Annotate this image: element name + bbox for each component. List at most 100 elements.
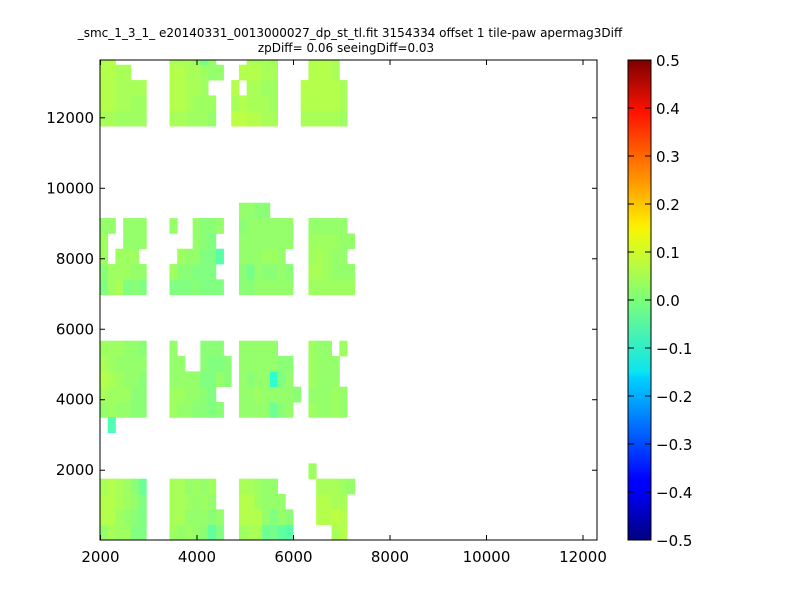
colorbar-tick-label: 0.2 (656, 196, 680, 214)
heatmap-cell (107, 402, 116, 418)
heatmap-cell (107, 340, 116, 357)
x-axis: 2000 4000 6000 8000 10000 12000 (81, 60, 607, 566)
heatmap-cell (192, 218, 201, 234)
heatmap-cell (246, 233, 255, 250)
heatmap-cell (254, 264, 263, 280)
heatmap-cell (215, 279, 224, 296)
heatmap-cell (316, 386, 325, 403)
heatmap-cell (262, 248, 271, 265)
heatmap-cell (107, 371, 116, 388)
heatmap-cell (100, 80, 109, 96)
heatmap-cell (100, 279, 109, 296)
heatmap-cell (269, 340, 278, 357)
heatmap-cell (254, 202, 263, 219)
heatmap-cell (269, 356, 278, 372)
heatmap-cell (123, 264, 132, 280)
heatmap-cell (192, 264, 201, 280)
heatmap-cell (184, 95, 194, 112)
heatmap-cell (246, 524, 255, 541)
heatmap-cell (184, 80, 194, 96)
heatmap-cell (308, 402, 317, 418)
heatmap-cell (339, 386, 348, 403)
heatmap-cell (254, 64, 263, 81)
heatmap-cell (323, 64, 333, 81)
heatmap-cell (323, 402, 333, 418)
heatmap-cell (308, 340, 317, 357)
x-tick-label: 10000 (463, 548, 511, 566)
heatmap-cell (208, 248, 217, 265)
heatmap-cell (115, 371, 124, 388)
heatmap-cell (177, 371, 186, 388)
heatmap-cell (115, 80, 124, 96)
heatmap-cell (115, 509, 124, 526)
heatmap-cell (316, 95, 325, 112)
y-tick-label: 4000 (56, 391, 94, 409)
heatmap-cell (308, 110, 317, 127)
heatmap-cell (323, 233, 333, 250)
heatmap-cell (138, 478, 147, 495)
heatmap-cell (130, 494, 139, 510)
heatmap-cell (308, 64, 317, 81)
heatmap-cell (208, 494, 217, 510)
heatmap-cell (169, 478, 178, 495)
heatmap-cell (262, 264, 271, 280)
heatmap-cell (308, 248, 317, 265)
heatmap-cell (331, 386, 340, 403)
heatmap-cell (177, 494, 186, 510)
heatmap-cell (262, 356, 271, 372)
heatmap-cell (269, 64, 278, 81)
y-tick-label: 8000 (56, 250, 94, 268)
heatmap-cell (208, 279, 217, 296)
heatmap-cell (123, 356, 132, 372)
heatmap-cell (238, 248, 248, 265)
heatmap-cell (169, 218, 178, 234)
heatmap-cell (192, 80, 201, 96)
colorbar-tick-label: −0.4 (656, 484, 692, 502)
heatmap-cell (339, 279, 348, 296)
heatmap-cell (184, 524, 194, 541)
x-tick-label: 6000 (274, 548, 312, 566)
heatmap-cell (238, 402, 248, 418)
heatmap-cell (339, 110, 348, 127)
heatmap-cell (246, 340, 255, 357)
heatmap-cell (339, 95, 348, 112)
heatmap-cell (123, 478, 132, 495)
heatmap-cell (184, 279, 194, 296)
heatmap-cell (192, 524, 201, 541)
heatmap-cell (262, 80, 271, 96)
heatmap-cell (246, 110, 255, 127)
heatmap-cell (200, 218, 209, 234)
heatmap-cell (246, 279, 255, 296)
heatmap-cell (262, 64, 271, 81)
chart-subtitle: zpDiff= 0.06 seeingDiff=0.03 (257, 41, 435, 55)
heatmap-cell (100, 233, 109, 250)
heatmap-cell (308, 264, 317, 280)
heatmap-cell (184, 509, 194, 526)
heatmap-cell (184, 386, 194, 403)
heatmap-cell (138, 264, 147, 280)
heatmap-cell (262, 524, 271, 541)
heatmap-cell (254, 371, 263, 388)
heatmap-cell (123, 95, 132, 112)
heatmap-cell (130, 110, 139, 127)
heatmap-cell (285, 371, 294, 388)
heatmap-cell (100, 264, 109, 280)
heatmap-cell (246, 371, 255, 388)
heatmap-cell (323, 248, 333, 265)
heatmap-cell (123, 524, 132, 541)
heatmap-cell (238, 494, 248, 510)
heatmap-cell (331, 478, 340, 495)
heatmap-cell (269, 524, 278, 541)
heatmap-cell (208, 64, 217, 81)
heatmap-cell (169, 279, 178, 296)
heatmap-cell (238, 64, 248, 81)
heatmap-cell (177, 386, 186, 403)
heatmap-cell (269, 248, 278, 265)
heatmap-cell (100, 524, 109, 541)
heatmap-cell (130, 371, 139, 388)
heatmap-cell (238, 202, 248, 219)
heatmap-cell (200, 110, 209, 127)
heatmap-cell (308, 80, 317, 96)
heatmap-cell (246, 356, 255, 372)
